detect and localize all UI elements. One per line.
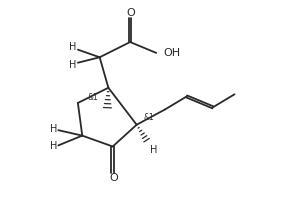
Text: O: O <box>109 173 118 183</box>
Text: &1: &1 <box>143 113 154 122</box>
Text: H: H <box>50 141 58 152</box>
Text: H: H <box>69 60 76 70</box>
Text: O: O <box>127 8 136 18</box>
Text: &1: &1 <box>88 93 98 102</box>
Text: H: H <box>69 42 76 53</box>
Text: OH: OH <box>164 48 181 58</box>
Text: H: H <box>150 145 157 155</box>
Text: H: H <box>50 124 58 134</box>
